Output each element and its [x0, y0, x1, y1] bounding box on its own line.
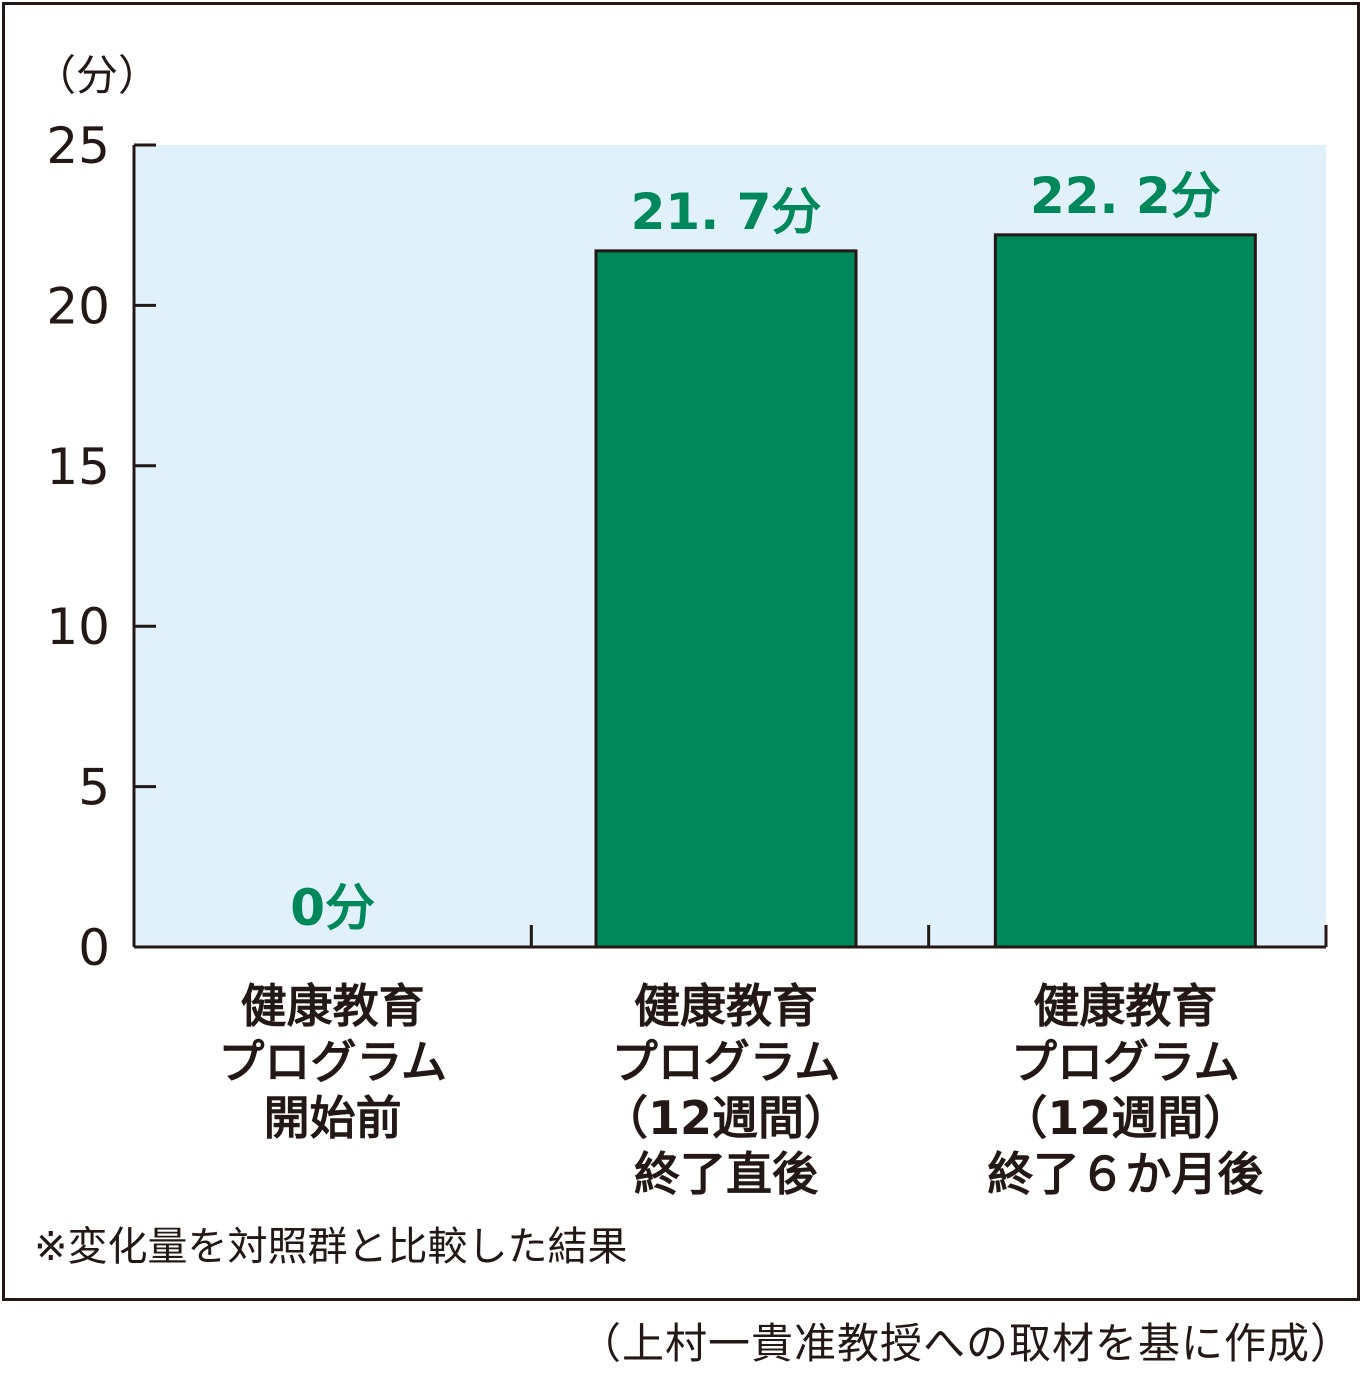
y-tick-label: 5 [78, 759, 110, 817]
bar [993, 233, 1257, 949]
x-category-label: 健康教育 [241, 979, 425, 1033]
x-category-label: （12週間） [1001, 1091, 1249, 1145]
x-category-label: 健康教育 [1033, 979, 1217, 1033]
y-tick-label: 25 [46, 117, 110, 175]
y-unit-label: （分） [34, 51, 160, 100]
data-label: 21. 7分 [631, 183, 822, 241]
x-category-label: プログラム [218, 1035, 447, 1089]
x-category-label: 終了直後 [634, 1147, 819, 1201]
footnote: ※変化量を対照群と比較した結果 [34, 1224, 628, 1270]
source-note: （上村一貴准教授への取材を基に作成） [578, 1319, 1353, 1368]
x-category-label: プログラム [612, 1035, 841, 1089]
y-tick-label: 10 [46, 598, 110, 656]
y-tick-label: 0 [78, 919, 110, 977]
x-category-label: 開始前 [264, 1091, 402, 1145]
x-category-label: 健康教育 [634, 979, 818, 1033]
x-category-label: プログラム [1011, 1035, 1240, 1089]
data-label: 22. 2分 [1030, 167, 1221, 225]
x-category-label: 終了６か月後 [987, 1147, 1264, 1201]
y-tick-label: 20 [46, 277, 110, 335]
data-label: 0分 [290, 879, 375, 937]
bar [594, 249, 858, 949]
chart-frame [2, 2, 1360, 1301]
x-category-label: （12週間） [602, 1091, 850, 1145]
y-tick-label: 15 [46, 438, 110, 496]
